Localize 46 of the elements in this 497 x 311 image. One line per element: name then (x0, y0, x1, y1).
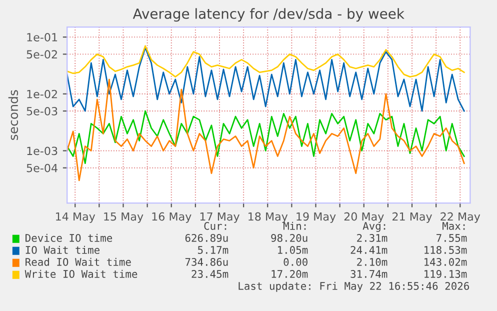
y-tick-label: 5e-04 (26, 164, 58, 172)
text: 17.20m (272, 270, 308, 278)
line-series (67, 110, 465, 164)
x-tick-label: 15 May (104, 212, 144, 223)
line-series (67, 78, 465, 182)
y-axis-title: seconds (8, 90, 18, 140)
text: 119.13m (424, 270, 467, 278)
x-tick-label: 17 May (200, 212, 240, 223)
text: 1.05m (278, 246, 308, 254)
y-tick-label: 1e-01 (27, 33, 58, 42)
text: 24.41m (350, 246, 388, 254)
text: 734.86u (185, 258, 228, 266)
legend-label: IO Wait time (26, 246, 100, 254)
text: 7.55m (436, 234, 467, 242)
chart-title: Average latency for /dev/sda - by week (132, 8, 404, 22)
line-series (67, 47, 465, 112)
legend-label: Device IO time (26, 234, 112, 242)
text: 2.10m (357, 258, 388, 266)
text: 98.20u (271, 234, 308, 242)
x-tick-label: 22 May (440, 212, 480, 223)
text: Min: (283, 222, 306, 230)
text: Max: (442, 222, 465, 230)
text: 23.45m (192, 270, 228, 278)
text: Last update: Fri May 22 16:55:46 2026 (238, 282, 469, 292)
text: 0.00 (284, 258, 308, 266)
text: Cur: (204, 222, 226, 230)
y-tick-label: 5e-02 (26, 50, 57, 59)
x-tick-label: 21 May (392, 212, 432, 223)
text: 118.53m (424, 246, 467, 254)
y-tick-label: 1e-02 (27, 90, 57, 98)
text: 31.74m (350, 270, 388, 278)
y-tick-label: 1e-03 (27, 146, 58, 156)
x-tick-label: 19 May (296, 212, 336, 223)
y-tick-label: 5e-03 (26, 106, 58, 116)
legend-label: Read IO Wait time (26, 258, 131, 266)
x-tick-label: 18 May (248, 212, 288, 223)
x-tick-label: 20 May (344, 212, 384, 223)
text: 143.02m (424, 258, 467, 266)
x-tick-label: 16 May (152, 212, 192, 223)
x-tick-label: 14 May (56, 212, 96, 223)
text: 626.89u (185, 234, 228, 242)
text: 2.31m (357, 234, 388, 242)
legend-label: Write IO Wait time (24, 270, 138, 278)
text: 5.17m (198, 246, 228, 254)
text: Avg: (362, 222, 386, 232)
line-series (67, 45, 465, 78)
